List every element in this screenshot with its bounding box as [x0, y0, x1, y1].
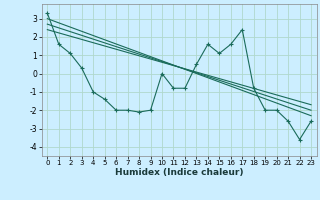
- X-axis label: Humidex (Indice chaleur): Humidex (Indice chaleur): [115, 168, 244, 177]
